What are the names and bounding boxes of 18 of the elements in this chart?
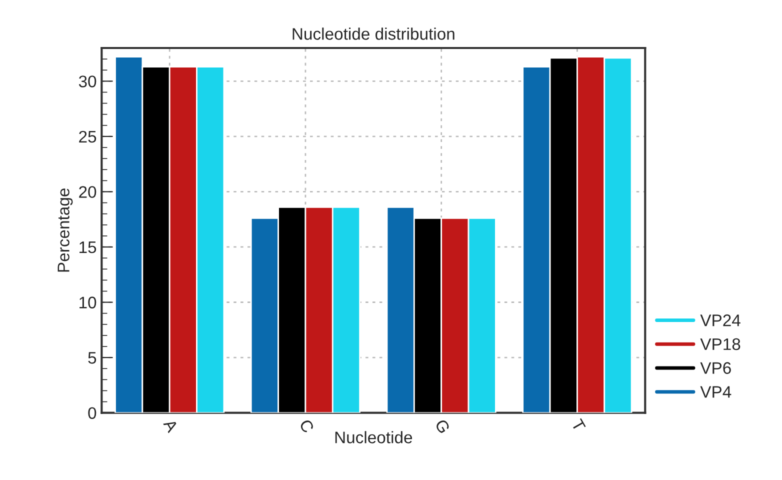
chart-title: Nucleotide distribution (292, 28, 454, 40)
legend-label: VP4 (700, 386, 732, 398)
x-tick-label: T (571, 418, 586, 432)
y-tick-label: 0 (88, 407, 96, 420)
y-axis-title: Percentage (58, 188, 73, 272)
x-tick-label: A (163, 418, 179, 434)
y-tick-label: 20 (79, 186, 96, 198)
x-axis-title: Nucleotide (335, 431, 412, 444)
x-tick-label: C (299, 418, 315, 434)
legend-label: VP24 (700, 314, 740, 326)
legend-label: VP18 (700, 338, 740, 350)
legend-label: VP6 (700, 362, 731, 374)
y-tick-label: 15 (80, 242, 96, 254)
y-tick-label: 10 (80, 296, 96, 308)
y-tick-label: 5 (88, 352, 96, 364)
y-tick-label: 30 (78, 76, 96, 88)
x-tick-label: G (434, 418, 450, 434)
y-tick-label: 25 (79, 130, 96, 143)
